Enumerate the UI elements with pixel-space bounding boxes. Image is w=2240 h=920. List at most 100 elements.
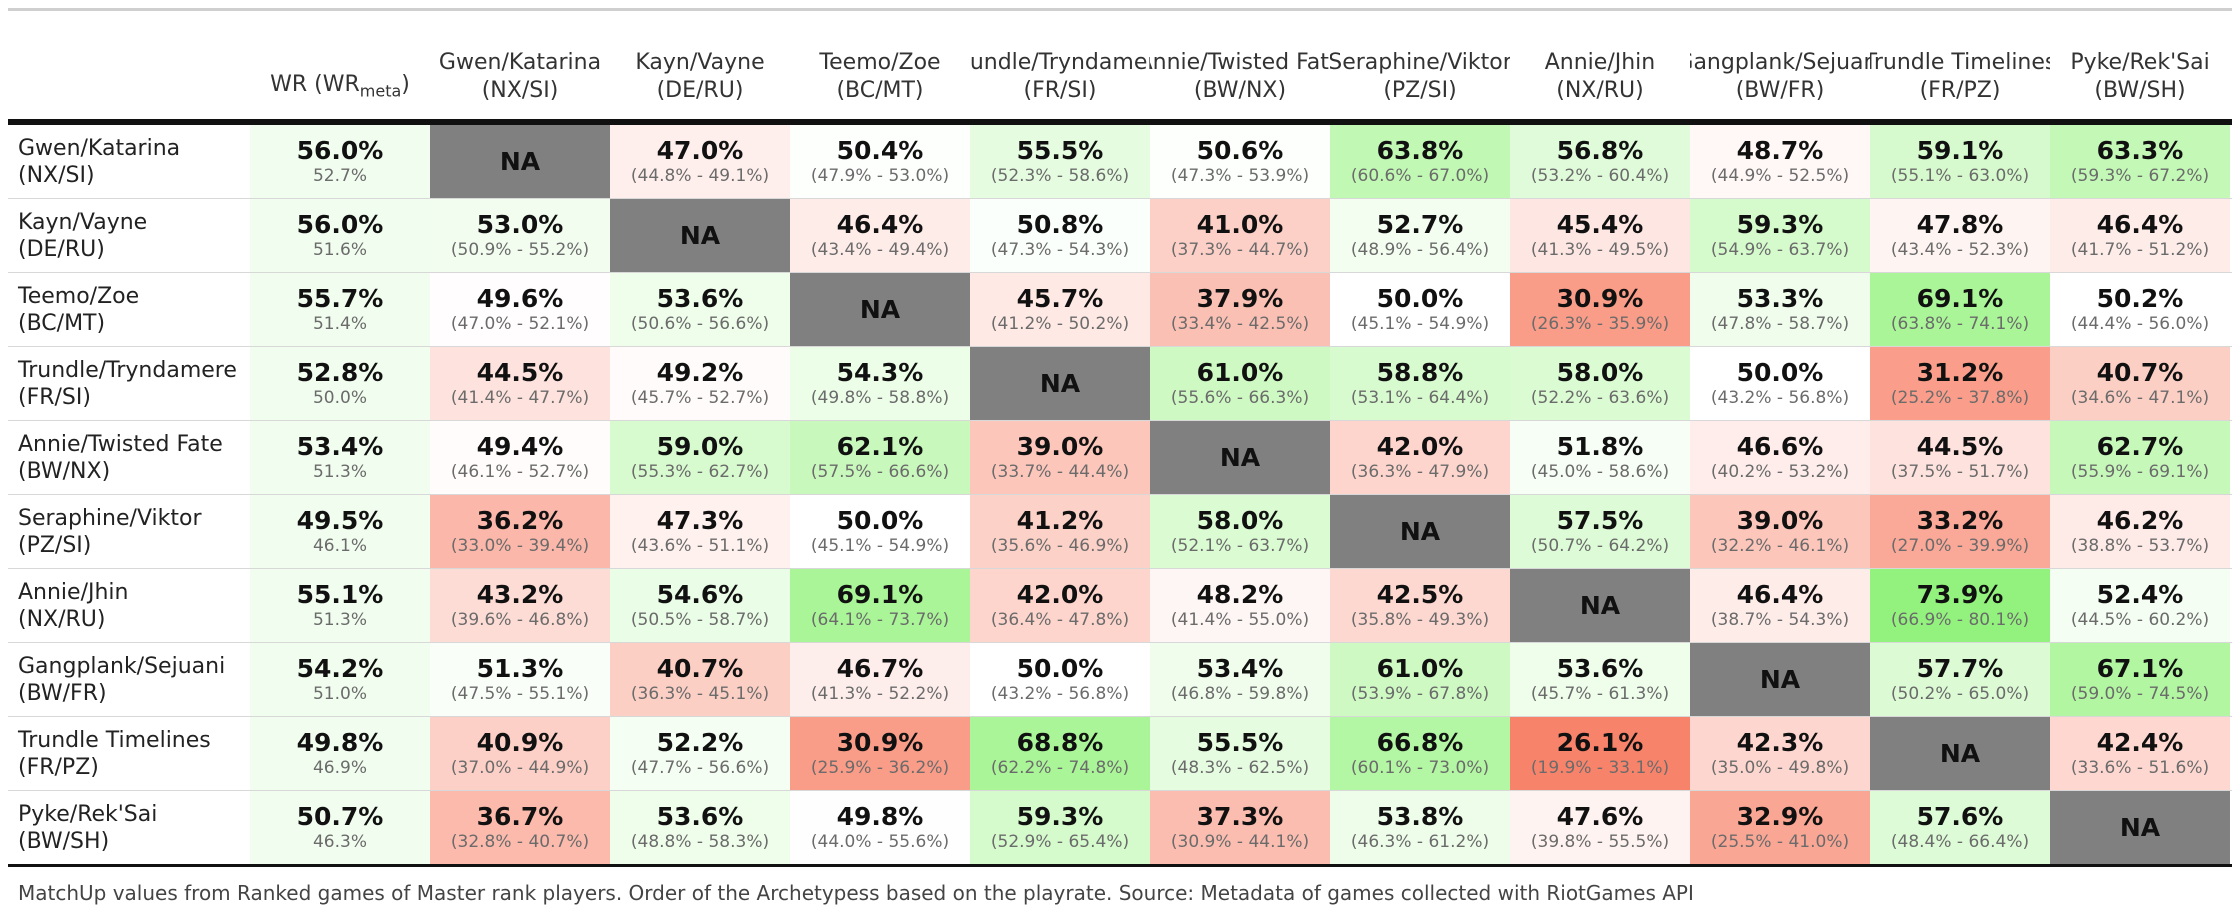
cell-value: 57.5% bbox=[1556, 506, 1644, 535]
heatmap-cell: 53.6% (48.8% - 58.3%) bbox=[610, 791, 790, 864]
cell-value: NA bbox=[679, 220, 721, 250]
heatmap-cell: 59.3% (52.9% - 65.4%) bbox=[970, 791, 1150, 864]
heatmap-cell: 50.0% (43.2% - 56.8%) bbox=[970, 643, 1150, 716]
heatmap-cell: 53.6% (45.7% - 61.3%) bbox=[1510, 643, 1690, 716]
cell-value: NA bbox=[859, 294, 901, 324]
cell-interval: (41.7% - 51.2%) bbox=[2070, 240, 2210, 260]
cell-interval: (39.8% - 55.5%) bbox=[1530, 832, 1670, 852]
cell-interval: (39.6% - 46.8%) bbox=[450, 610, 590, 630]
cell-interval: (32.8% - 40.7%) bbox=[450, 832, 590, 852]
cell-interval: (44.4% - 56.0%) bbox=[2070, 314, 2210, 334]
table-row: Teemo/Zoe (BC/MT) 55.7% 51.4% 49.6% (47.0% - … bbox=[8, 273, 2232, 347]
cell-interval: (66.9% - 80.1%) bbox=[1890, 610, 2030, 630]
cell-interval: (45.7% - 52.7%) bbox=[630, 388, 770, 408]
cell-value: 66.8% bbox=[1376, 728, 1464, 757]
matchup-table: WR (WRmeta) Gwen/Katarina (NX/SI) Kayn/Vay… bbox=[8, 8, 2232, 905]
cell-value: NA bbox=[1759, 664, 1801, 694]
wr-cell: 50.7% 46.3% bbox=[250, 791, 430, 864]
cell-interval: (43.4% - 52.3%) bbox=[1890, 240, 2030, 260]
heatmap-cell: 51.3% (47.5% - 55.1%) bbox=[430, 643, 610, 716]
na-cell: NA bbox=[1870, 717, 2050, 790]
column-header-name: Seraphine/Viktor bbox=[1330, 50, 1510, 75]
heatmap-cell: 50.6% (47.3% - 53.9%) bbox=[1150, 125, 1330, 198]
heatmap-cell: 54.6% (50.5% - 58.7%) bbox=[610, 569, 790, 642]
heatmap-cell: 46.4% (38.7% - 54.3%) bbox=[1690, 569, 1870, 642]
heatmap-cell: 50.8% (47.3% - 54.3%) bbox=[970, 199, 1150, 272]
wr-meta-value: 52.7% bbox=[312, 166, 367, 186]
heatmap-cell: 50.4% (47.9% - 53.0%) bbox=[790, 125, 970, 198]
cell-value: 68.8% bbox=[1016, 728, 1104, 757]
cell-value: 42.0% bbox=[1016, 580, 1104, 609]
cell-value: 39.0% bbox=[1736, 506, 1824, 535]
cell-interval: (35.6% - 46.9%) bbox=[990, 536, 1130, 556]
heatmap-cell: 42.3% (35.0% - 49.8%) bbox=[1690, 717, 1870, 790]
cell-value: 47.0% bbox=[656, 136, 744, 165]
cell-interval: (41.3% - 49.5%) bbox=[1530, 240, 1670, 260]
heatmap-cell: 73.9% (66.9% - 80.1%) bbox=[1870, 569, 2050, 642]
cell-interval: (55.1% - 63.0%) bbox=[1890, 166, 2030, 186]
cell-interval: (35.8% - 49.3%) bbox=[1350, 610, 1490, 630]
heatmap-cell: 49.8% (44.0% - 55.6%) bbox=[790, 791, 970, 864]
cell-value: 61.0% bbox=[1376, 654, 1464, 683]
column-header-code: (FR/SI) bbox=[1023, 78, 1097, 103]
heatmap-cell: 37.9% (33.4% - 42.5%) bbox=[1150, 273, 1330, 346]
heatmap-cell: 30.9% (25.9% - 36.2%) bbox=[790, 717, 970, 790]
cell-interval: (41.2% - 50.2%) bbox=[990, 314, 1130, 334]
row-label-code: (BW/FR) bbox=[18, 680, 107, 706]
heatmap-cell: 69.1% (64.1% - 73.7%) bbox=[790, 569, 970, 642]
wr-meta-value: 51.6% bbox=[312, 240, 367, 260]
table-row: Annie/Jhin (NX/RU) 55.1% 51.3% 43.2% (39.6% -… bbox=[8, 569, 2232, 643]
row-label-annie-jhin: Annie/Jhin (NX/RU) bbox=[8, 569, 250, 642]
header-corner bbox=[8, 11, 250, 119]
heatmap-cell: 51.8% (45.0% - 58.6%) bbox=[1510, 421, 1690, 494]
cell-value: 52.7% bbox=[1376, 210, 1464, 239]
heatmap-cell: 66.8% (60.1% - 73.0%) bbox=[1330, 717, 1510, 790]
cell-value: 59.1% bbox=[1916, 136, 2004, 165]
heatmap-cell: 53.3% (47.8% - 58.7%) bbox=[1690, 273, 1870, 346]
cell-value: 49.6% bbox=[476, 284, 564, 313]
cell-interval: (50.5% - 58.7%) bbox=[630, 610, 770, 630]
column-header-name: Pyke/Rek'Sai bbox=[2070, 50, 2210, 75]
cell-interval: (35.0% - 49.8%) bbox=[1710, 758, 1850, 778]
cell-interval: (26.3% - 35.9%) bbox=[1530, 314, 1670, 334]
heatmap-cell: 42.5% (35.8% - 49.3%) bbox=[1330, 569, 1510, 642]
heatmap-cell: 50.0% (45.1% - 54.9%) bbox=[790, 495, 970, 568]
heatmap-cell: 62.7% (55.9% - 69.1%) bbox=[2050, 421, 2230, 494]
column-header-code: (FR/PZ) bbox=[1919, 78, 2001, 103]
cell-interval: (60.6% - 67.0%) bbox=[1350, 166, 1490, 186]
cell-interval: (44.5% - 60.2%) bbox=[2070, 610, 2210, 630]
heatmap-cell: 52.4% (44.5% - 60.2%) bbox=[2050, 569, 2230, 642]
cell-value: 46.6% bbox=[1736, 432, 1824, 461]
cell-interval: (54.9% - 63.7%) bbox=[1710, 240, 1850, 260]
wr-cell: 55.1% 51.3% bbox=[250, 569, 430, 642]
cell-value: 46.4% bbox=[1736, 580, 1824, 609]
cell-value: 59.0% bbox=[656, 432, 744, 461]
heatmap-cell: 40.7% (36.3% - 45.1%) bbox=[610, 643, 790, 716]
cell-value: NA bbox=[1939, 738, 1981, 768]
heatmap-cell: 63.3% (59.3% - 67.2%) bbox=[2050, 125, 2230, 198]
cell-value: 37.9% bbox=[1196, 284, 1284, 313]
cell-interval: (46.1% - 52.7%) bbox=[450, 462, 590, 482]
cell-value: 73.9% bbox=[1916, 580, 2004, 609]
row-label-code: (NX/SI) bbox=[18, 162, 95, 188]
column-header-pyke-rek-sai: Pyke/Rek'Sai (BW/SH) bbox=[2050, 11, 2230, 119]
cell-value: 58.0% bbox=[1196, 506, 1284, 535]
table-row: Kayn/Vayne (DE/RU) 56.0% 51.6% 53.0% (50.9% -… bbox=[8, 199, 2232, 273]
cell-interval: (43.4% - 49.4%) bbox=[810, 240, 950, 260]
row-label-name: Seraphine/Viktor bbox=[18, 505, 202, 531]
heatmap-cell: 40.9% (37.0% - 44.9%) bbox=[430, 717, 610, 790]
row-label-name: Gwen/Katarina bbox=[18, 135, 181, 161]
heatmap-cell: 36.7% (32.8% - 40.7%) bbox=[430, 791, 610, 864]
heatmap-cell: 30.9% (26.3% - 35.9%) bbox=[1510, 273, 1690, 346]
heatmap-cell: 58.8% (53.1% - 64.4%) bbox=[1330, 347, 1510, 420]
heatmap-cell: 46.7% (41.3% - 52.2%) bbox=[790, 643, 970, 716]
heatmap-cell: 47.0% (44.8% - 49.1%) bbox=[610, 125, 790, 198]
cell-value: 51.8% bbox=[1556, 432, 1644, 461]
row-label-code: (PZ/SI) bbox=[18, 532, 92, 558]
cell-interval: (48.4% - 66.4%) bbox=[1890, 832, 2030, 852]
heatmap-cell: 49.2% (45.7% - 52.7%) bbox=[610, 347, 790, 420]
cell-value: 30.9% bbox=[836, 728, 924, 757]
wr-meta-value: 50.0% bbox=[312, 388, 367, 408]
cell-value: 57.6% bbox=[1916, 802, 2004, 831]
cell-interval: (53.1% - 64.4%) bbox=[1350, 388, 1490, 408]
